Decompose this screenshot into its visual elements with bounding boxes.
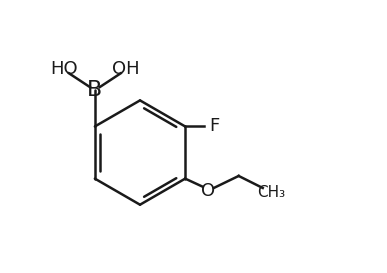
Text: HO: HO [50, 60, 78, 78]
Text: F: F [209, 117, 219, 135]
Text: OH: OH [112, 60, 139, 78]
Text: B: B [87, 80, 103, 100]
Text: CH₃: CH₃ [257, 185, 285, 200]
Text: O: O [201, 182, 215, 200]
